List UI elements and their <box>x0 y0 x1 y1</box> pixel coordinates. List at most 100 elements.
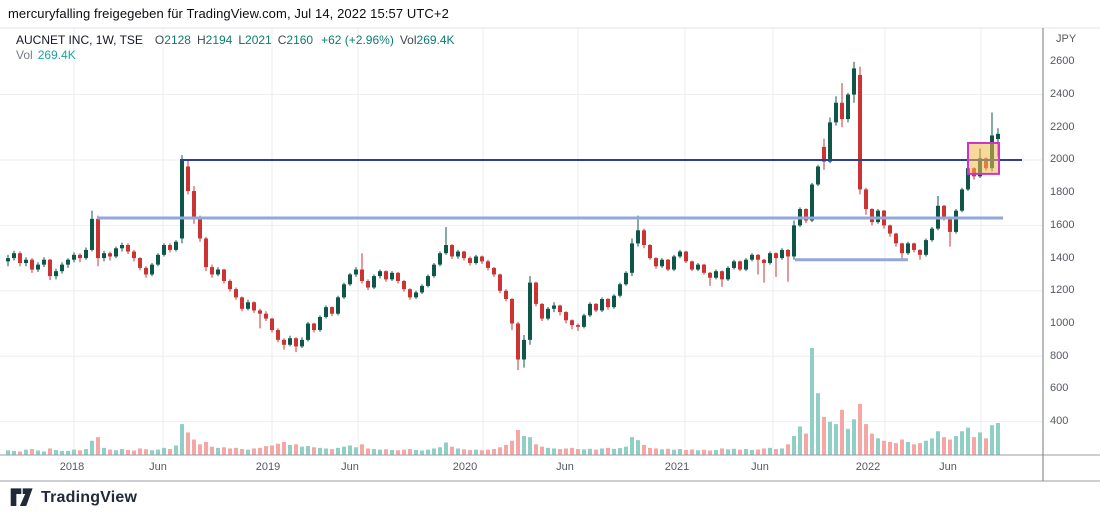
candle-body[interactable] <box>570 320 574 326</box>
volume-bar[interactable] <box>762 448 766 455</box>
volume-bar[interactable] <box>528 437 532 455</box>
candle-body[interactable] <box>144 267 148 275</box>
volume-bar[interactable] <box>384 449 388 455</box>
volume-bar[interactable] <box>798 426 802 455</box>
candle-body[interactable] <box>78 254 82 259</box>
volume-bar[interactable] <box>792 435 796 455</box>
volume-bar[interactable] <box>522 435 526 455</box>
candle-body[interactable] <box>720 271 724 280</box>
volume-bar[interactable] <box>282 441 286 455</box>
volume-bar[interactable] <box>18 451 22 455</box>
volume-bar[interactable] <box>954 435 958 455</box>
candle-body[interactable] <box>138 258 142 268</box>
candle-body[interactable] <box>270 318 274 331</box>
candle-body[interactable] <box>210 267 214 275</box>
volume-bar[interactable] <box>66 450 70 455</box>
volume-bar[interactable] <box>348 445 352 455</box>
candle-body[interactable] <box>522 339 526 360</box>
volume-bar[interactable] <box>558 449 562 455</box>
candle-body[interactable] <box>462 251 466 259</box>
candle-body[interactable] <box>498 274 502 291</box>
candle-body[interactable] <box>216 269 220 275</box>
candle-body[interactable] <box>516 323 520 360</box>
volume-bar[interactable] <box>420 450 424 455</box>
candle-body[interactable] <box>888 225 892 234</box>
volume-bar[interactable] <box>102 447 106 455</box>
legend-row-volume[interactable]: Vol 269.4K <box>16 48 455 63</box>
candle-body[interactable] <box>198 218 202 239</box>
volume-bar[interactable] <box>180 424 184 455</box>
candle-body[interactable] <box>996 133 1000 140</box>
volume-bar[interactable] <box>672 449 676 455</box>
volume-bar[interactable] <box>108 449 112 455</box>
candle-body[interactable] <box>846 94 850 120</box>
highlight-box[interactable] <box>967 141 1000 175</box>
candle-body[interactable] <box>420 285 424 293</box>
candle-body[interactable] <box>864 189 868 210</box>
volume-bar[interactable] <box>966 427 970 455</box>
volume-bar[interactable] <box>444 442 448 455</box>
volume-bar[interactable] <box>930 438 934 455</box>
volume-bar[interactable] <box>24 449 28 455</box>
candle-body[interactable] <box>876 210 880 223</box>
volume-bar[interactable] <box>828 421 832 455</box>
candle-body[interactable] <box>708 272 712 278</box>
volume-bar[interactable] <box>162 447 166 455</box>
candle-body[interactable] <box>258 310 262 314</box>
volume-bar[interactable] <box>144 449 148 455</box>
candle-body[interactable] <box>132 251 136 259</box>
volume-bar[interactable] <box>228 448 232 455</box>
candle-body[interactable] <box>510 298 514 324</box>
candle-body[interactable] <box>342 284 346 298</box>
candle-body[interactable] <box>918 249 922 255</box>
volume-bar[interactable] <box>216 447 220 455</box>
candle-body[interactable] <box>222 269 226 281</box>
candle-body[interactable] <box>810 184 814 221</box>
candle-body[interactable] <box>60 264 64 272</box>
candle-body[interactable] <box>282 339 286 345</box>
volume-bar[interactable] <box>918 443 922 455</box>
candle-body[interactable] <box>504 290 508 299</box>
volume-bar[interactable] <box>822 416 826 455</box>
candle-body[interactable] <box>942 205 946 218</box>
candle-body[interactable] <box>378 271 382 277</box>
volume-bar[interactable] <box>888 441 892 455</box>
candle-body[interactable] <box>696 264 700 270</box>
candle-body[interactable] <box>870 209 874 223</box>
volume-bar[interactable] <box>396 450 400 455</box>
volume-bar[interactable] <box>192 439 196 455</box>
candle-body[interactable] <box>834 102 838 123</box>
candle-body[interactable] <box>414 292 418 298</box>
volume-bar[interactable] <box>780 448 784 455</box>
candle-body[interactable] <box>348 274 352 285</box>
volume-bar[interactable] <box>366 448 370 455</box>
volume-bar[interactable] <box>504 444 508 455</box>
candle-body[interactable] <box>156 254 160 265</box>
volume-bar[interactable] <box>714 450 718 455</box>
volume-bar[interactable] <box>252 448 256 455</box>
candle-body[interactable] <box>828 122 832 162</box>
candle-body[interactable] <box>894 233 898 244</box>
candle-body[interactable] <box>906 243 910 254</box>
volume-bar[interactable] <box>132 450 136 455</box>
candle-body[interactable] <box>606 298 610 308</box>
volume-bar[interactable] <box>696 450 700 455</box>
volume-bar[interactable] <box>606 447 610 455</box>
candle-body[interactable] <box>240 297 244 309</box>
volume-bar[interactable] <box>246 449 250 455</box>
candle-body[interactable] <box>24 259 28 264</box>
candle-body[interactable] <box>12 253 16 259</box>
volume-bar[interactable] <box>624 446 628 455</box>
candle-body[interactable] <box>246 302 250 309</box>
volume-bar[interactable] <box>546 447 550 455</box>
volume-bar[interactable] <box>90 440 94 455</box>
candle-body[interactable] <box>534 282 538 304</box>
candle-body[interactable] <box>966 168 970 190</box>
volume-bar[interactable] <box>636 440 640 455</box>
volume-bar[interactable] <box>120 449 124 455</box>
candle-body[interactable] <box>666 259 670 270</box>
candle-body[interactable] <box>540 303 544 319</box>
volume-bar[interactable] <box>306 446 310 455</box>
volume-bar[interactable] <box>438 447 442 455</box>
